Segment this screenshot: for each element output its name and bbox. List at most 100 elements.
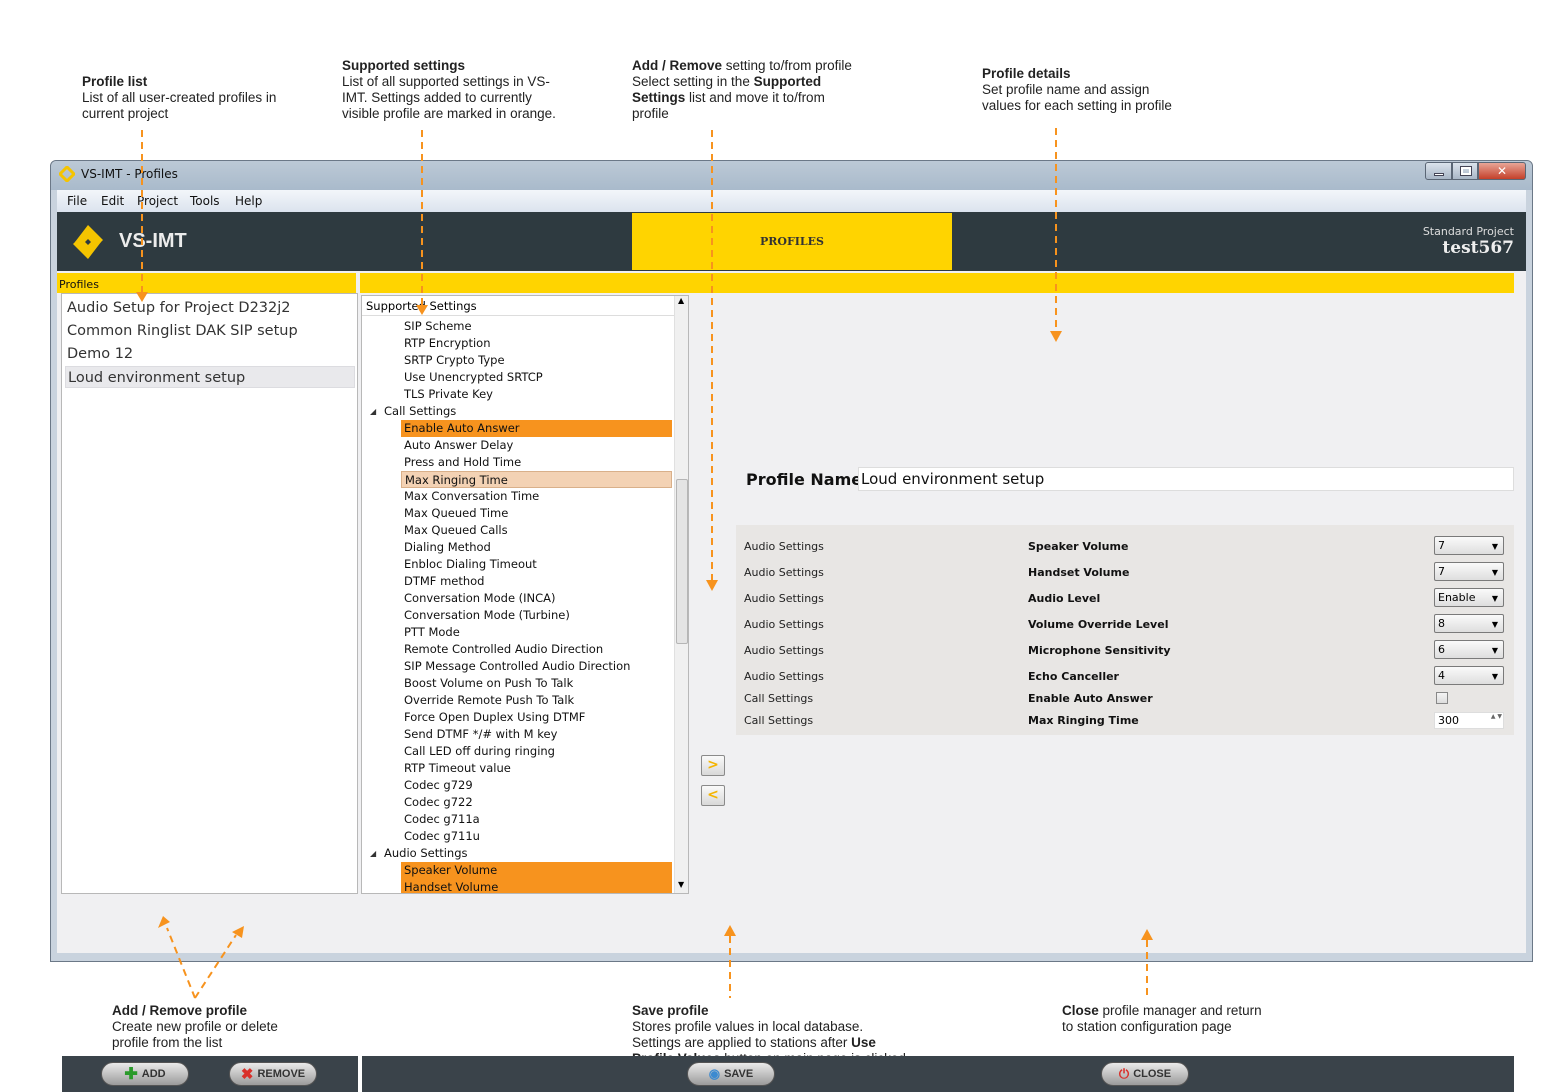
tree-item[interactable]: Codec g722 (404, 795, 473, 809)
setting-value-dropdown[interactable]: 7 (1434, 562, 1504, 581)
tree-item[interactable]: Codec g711a (404, 812, 480, 826)
spinner-arrows-icon[interactable]: ▲ ▼ (1490, 713, 1502, 720)
setting-category: Audio Settings (744, 670, 824, 683)
tree-group[interactable]: Audio Settings (384, 846, 468, 860)
tab-profiles[interactable]: PROFILES (632, 213, 952, 270)
tree-item[interactable]: Enbloc Dialing Timeout (404, 557, 537, 571)
add-profile-button[interactable]: ✚ ADD (101, 1062, 189, 1086)
setting-row: Call Settings Max Ringing Time 300 ▲ ▼ (736, 710, 1514, 732)
profile-list[interactable]: Audio Setup for Project D232j2 Common Rin… (61, 293, 358, 894)
tree-item[interactable]: Boost Volume on Push To Talk (404, 676, 574, 690)
remove-x-icon: ✖ (240, 1066, 254, 1083)
tree-item[interactable]: PTT Mode (404, 625, 460, 639)
tree-item[interactable]: Codec g729 (404, 778, 473, 792)
annotation-text: IMT. Settings added to currently (342, 90, 532, 105)
setting-row: Audio Settings Audio Level Enable (736, 588, 1514, 610)
profiles-header: Profiles (57, 273, 356, 293)
menu-file[interactable]: File (67, 194, 88, 208)
tree-item[interactable]: Conversation Mode (INCA) (404, 591, 556, 605)
add-setting-button[interactable]: > (701, 755, 725, 776)
tree-item[interactable]: DTMF method (404, 574, 485, 588)
expand-triangle-icon[interactable]: ◢ (370, 407, 377, 416)
setting-spinner[interactable]: 300 ▲ ▼ (1434, 712, 1504, 729)
details-actions-bar: ◉ SAVE ⏻ CLOSE (362, 1056, 1514, 1092)
tree-item[interactable]: SRTP Crypto Type (404, 353, 505, 367)
tree-item[interactable]: Handset Volume (401, 879, 672, 893)
setting-value-dropdown[interactable]: 6 (1434, 640, 1504, 659)
title-bar[interactable]: VS-IMT - Profiles ✕ (51, 161, 1532, 190)
menu-help[interactable]: Help (235, 194, 263, 208)
tree-item[interactable]: Force Open Duplex Using DTMF (404, 710, 586, 724)
setting-row: Audio Settings Speaker Volume 7 (736, 536, 1514, 558)
tree-item[interactable]: Max Conversation Time (404, 489, 540, 503)
tree-item[interactable]: Conversation Mode (Turbine) (404, 608, 570, 622)
tree-item[interactable]: Speaker Volume (401, 862, 672, 879)
menu-project[interactable]: Project (137, 194, 179, 208)
tree-item[interactable]: Auto Answer Delay (404, 438, 514, 452)
setting-name: Enable Auto Answer (1028, 692, 1153, 705)
profile-list-item[interactable]: Demo 12 (67, 346, 134, 362)
tree-item[interactable]: SIP Message Controlled Audio Direction (404, 659, 631, 673)
app-header: VS-IMT PROFILES Standard Project test567 (57, 212, 1526, 271)
tree-item[interactable]: RTP Encryption (404, 336, 491, 350)
supported-settings-tree[interactable]: Supported Settings ▲ ▼ SIP Scheme RTP Enc… (361, 295, 689, 894)
profile-name-input[interactable] (858, 467, 1514, 491)
close-button[interactable]: ⏻ CLOSE (1101, 1062, 1189, 1086)
profile-list-item[interactable]: Loud environment setup (65, 366, 355, 388)
tree-item[interactable]: Remote Controlled Audio Direction (404, 642, 604, 656)
annotation-add-remove-profile: Add / Remove profile Create new profile … (112, 1003, 278, 1051)
remove-profile-button[interactable]: ✖ REMOVE (229, 1062, 317, 1086)
remove-setting-button[interactable]: < (701, 785, 725, 806)
tree-item[interactable]: Use Unencrypted SRTCP (404, 370, 543, 384)
tree-item[interactable]: Enable Auto Answer (401, 420, 672, 437)
scroll-down-icon[interactable]: ▼ (678, 880, 685, 889)
tree-scrollbar[interactable]: ▲ ▼ (674, 296, 688, 893)
chevron-right-icon: > (707, 757, 719, 773)
scrollbar-thumb[interactable] (676, 479, 688, 644)
tree-item[interactable]: SIP Scheme (404, 319, 472, 333)
tree-item[interactable]: Call LED off during ringing (404, 744, 555, 758)
tree-item[interactable]: Max Ringing Time (401, 471, 672, 488)
tree-item[interactable]: Press and Hold Time (404, 455, 522, 469)
setting-value-dropdown[interactable]: 8 (1434, 614, 1504, 633)
tree-item[interactable]: Override Remote Push To Talk (404, 693, 575, 707)
setting-row: Call Settings Enable Auto Answer (736, 688, 1514, 710)
setting-name: Speaker Volume (1028, 540, 1129, 553)
setting-name: Echo Canceller (1028, 670, 1119, 683)
annotation-text: Set profile name and assign (982, 82, 1150, 97)
maximize-button[interactable] (1452, 162, 1478, 180)
spinner-value[interactable]: 300 (1438, 714, 1459, 727)
setting-checkbox[interactable] (1436, 692, 1448, 704)
tree-item[interactable]: Max Queued Calls (404, 523, 508, 537)
settings-header-strip (360, 273, 1514, 293)
setting-category: Audio Settings (744, 618, 824, 631)
annotation-text: Use (851, 1035, 876, 1050)
annotation-close: Close profile manager and return to stat… (1062, 1003, 1262, 1035)
tree-group[interactable]: Call Settings (384, 404, 457, 418)
project-type-label: Standard Project (1422, 225, 1514, 238)
tree-item[interactable]: Codec g711u (404, 829, 480, 843)
setting-row: Audio Settings Handset Volume 7 (736, 562, 1514, 584)
setting-value-dropdown[interactable]: 7 (1434, 536, 1504, 555)
tree-item[interactable]: RTP Timeout value (404, 761, 511, 775)
app-logo-icon (59, 166, 75, 182)
profile-name-label: Profile Name (746, 470, 863, 489)
setting-name: Handset Volume (1028, 566, 1130, 579)
setting-value-dropdown[interactable]: 4 (1434, 666, 1504, 685)
annotation-profile-details: Profile details Set profile name and ass… (982, 66, 1172, 114)
minimize-button[interactable] (1425, 162, 1452, 180)
tree-item[interactable]: Max Queued Time (404, 506, 509, 520)
tree-item[interactable]: Dialing Method (404, 540, 491, 554)
profile-list-item[interactable]: Common Ringlist DAK SIP setup (67, 323, 298, 339)
close-window-button[interactable]: ✕ (1478, 162, 1526, 180)
save-button[interactable]: ◉ SAVE (687, 1062, 775, 1086)
profile-list-item[interactable]: Audio Setup for Project D232j2 (67, 300, 291, 316)
scroll-up-icon[interactable]: ▲ (678, 296, 685, 305)
add-label: ADD (141, 1068, 166, 1080)
tree-item[interactable]: TLS Private Key (404, 387, 493, 401)
setting-value-dropdown[interactable]: Enable (1434, 588, 1504, 607)
tree-item[interactable]: Send DTMF */# with M key (404, 727, 558, 741)
expand-triangle-icon[interactable]: ◢ (370, 849, 377, 858)
menu-edit[interactable]: Edit (101, 194, 125, 208)
menu-tools[interactable]: Tools (190, 194, 220, 208)
